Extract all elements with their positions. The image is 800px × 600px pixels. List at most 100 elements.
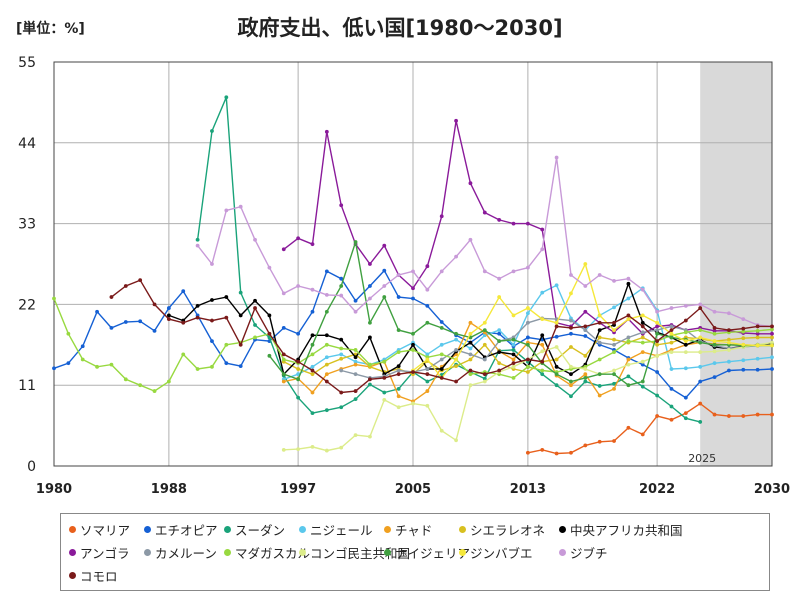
legend-swatch (144, 526, 151, 533)
data-point (511, 313, 516, 318)
data-point (210, 318, 214, 323)
data-point (482, 328, 487, 333)
data-point (324, 342, 329, 347)
legend-swatch (384, 526, 391, 533)
data-point (396, 273, 401, 277)
data-point (468, 352, 473, 357)
data-point (755, 335, 760, 340)
legend-item: ジンバブエ (459, 543, 533, 562)
data-point (741, 414, 746, 418)
data-point (612, 328, 616, 333)
data-point (396, 386, 401, 391)
data-point (583, 328, 588, 333)
data-point (138, 383, 143, 388)
data-point (655, 370, 660, 374)
data-point (482, 372, 487, 377)
x-tick-label: 1980 (36, 482, 72, 497)
data-point (626, 425, 631, 430)
data-point (353, 298, 358, 303)
data-point (324, 355, 329, 360)
data-point (296, 359, 301, 364)
data-point (296, 367, 301, 371)
data-point (583, 353, 588, 358)
data-point (640, 335, 645, 340)
data-point (525, 342, 530, 347)
data-point (569, 394, 573, 399)
data-point (80, 344, 85, 349)
data-point (554, 383, 559, 388)
data-point (554, 283, 559, 288)
data-point (497, 295, 502, 299)
data-point (511, 375, 516, 380)
data-point (655, 331, 660, 336)
series-layer (52, 95, 774, 456)
data-point (339, 284, 344, 288)
data-point (324, 372, 329, 377)
data-point (626, 313, 631, 318)
data-point (224, 208, 229, 213)
data-point (698, 335, 703, 340)
data-point (382, 359, 387, 364)
data-point (698, 420, 703, 424)
data-point (339, 276, 344, 281)
data-point (554, 334, 559, 339)
data-point (95, 364, 99, 369)
data-point (511, 342, 516, 347)
data-point (339, 346, 344, 351)
data-point (497, 331, 502, 336)
legend-item: 中央アフリカ共和国 (559, 520, 683, 539)
legend-label: カメルーン (155, 546, 217, 561)
data-point (353, 362, 358, 367)
data-point (310, 309, 315, 314)
data-point (683, 303, 688, 308)
data-point (238, 290, 243, 295)
x-tick-label: 2013 (510, 482, 546, 497)
data-point (324, 448, 329, 453)
data-point (640, 330, 645, 335)
data-point (52, 296, 56, 301)
data-point (152, 328, 157, 333)
data-point (411, 342, 415, 347)
data-point (712, 328, 717, 333)
data-point (698, 328, 703, 333)
data-point (612, 439, 616, 443)
data-point (511, 337, 516, 342)
data-point (368, 320, 372, 325)
data-point (339, 405, 344, 410)
data-point (712, 412, 717, 417)
data-point (482, 320, 487, 325)
data-point (525, 335, 530, 340)
data-point (640, 313, 645, 318)
series-line (412, 262, 772, 380)
data-point (626, 335, 631, 340)
data-point (353, 372, 358, 377)
data-point (253, 306, 257, 310)
data-point (597, 340, 602, 345)
legend-swatch (559, 526, 566, 533)
data-point (511, 348, 516, 352)
data-point (712, 361, 717, 366)
data-point (669, 331, 674, 336)
data-point (525, 450, 530, 455)
data-point (411, 370, 415, 374)
data-point (640, 384, 645, 389)
legend-swatch (224, 549, 231, 556)
data-point (597, 328, 602, 333)
data-point (296, 331, 301, 336)
data-point (540, 372, 545, 377)
data-point (569, 383, 573, 388)
data-point (468, 331, 473, 336)
data-point (468, 368, 473, 373)
data-point (454, 438, 458, 443)
data-point (727, 337, 731, 342)
data-point (425, 389, 430, 393)
data-point (525, 311, 530, 316)
data-point (238, 204, 243, 209)
data-point (698, 302, 703, 307)
data-point (626, 339, 631, 344)
data-point (353, 355, 358, 360)
data-point (525, 370, 530, 374)
data-point (727, 311, 731, 316)
data-point (138, 319, 143, 324)
data-point (698, 379, 703, 384)
